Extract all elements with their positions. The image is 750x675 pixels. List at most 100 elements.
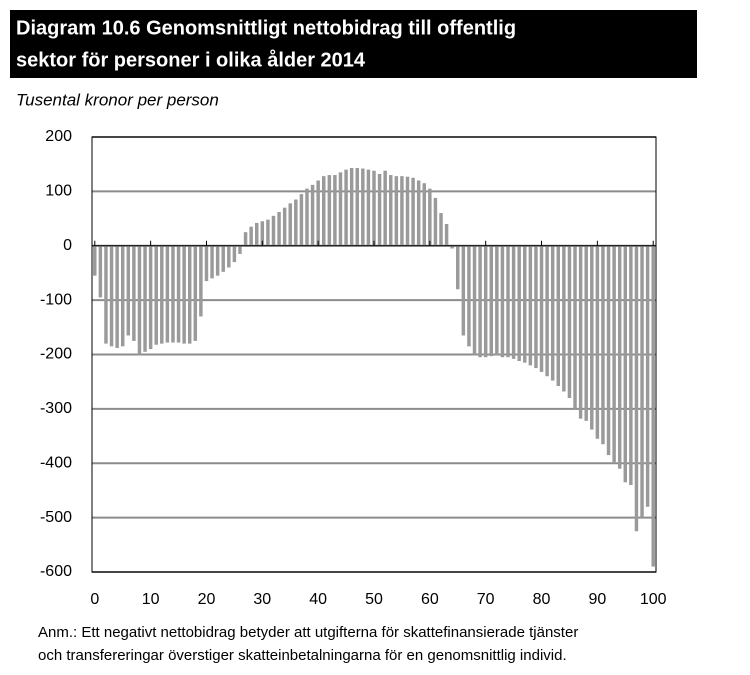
bar xyxy=(456,245,460,290)
bar xyxy=(400,176,404,246)
y-tick-label: 0 xyxy=(63,237,72,254)
y-tick-label: 200 xyxy=(45,128,72,145)
bar xyxy=(344,169,348,246)
bar xyxy=(517,245,521,362)
bar xyxy=(349,167,354,246)
bar xyxy=(511,245,516,359)
x-tick-label: 40 xyxy=(309,591,327,608)
bar xyxy=(333,175,337,246)
bar xyxy=(232,245,237,263)
note: och transfereringar överstiger skatteinb… xyxy=(38,647,567,664)
bar xyxy=(299,194,304,246)
x-tick-label: 70 xyxy=(477,591,495,608)
bar xyxy=(160,245,164,344)
bar xyxy=(573,245,577,409)
bar xyxy=(93,245,97,276)
bar xyxy=(361,168,365,246)
bar xyxy=(187,245,192,344)
bar xyxy=(444,224,449,246)
bar xyxy=(539,245,544,372)
bar xyxy=(634,245,639,532)
bar xyxy=(243,232,248,246)
bar xyxy=(199,245,203,317)
bar xyxy=(249,226,253,246)
bar xyxy=(215,245,220,276)
bar xyxy=(567,245,572,398)
y-tick-label: -200 xyxy=(40,346,72,363)
bar xyxy=(590,245,594,430)
bar xyxy=(109,245,114,347)
bar xyxy=(238,245,242,254)
y-tick-label: -600 xyxy=(40,563,72,580)
bar xyxy=(266,219,270,246)
bar xyxy=(126,245,131,336)
bar xyxy=(461,245,466,336)
bar xyxy=(137,245,142,355)
bar xyxy=(439,213,443,246)
bar xyxy=(612,245,616,463)
bar xyxy=(182,245,186,344)
bar xyxy=(310,184,315,246)
bar xyxy=(601,245,605,445)
bar xyxy=(227,245,231,268)
x-tick-label: 10 xyxy=(142,591,160,608)
bar xyxy=(629,245,633,485)
bar xyxy=(578,245,583,419)
bar xyxy=(411,177,415,246)
y-tick-label: -100 xyxy=(40,291,72,308)
bar xyxy=(120,245,125,347)
bar xyxy=(171,245,175,343)
y-tick-label: -400 xyxy=(40,454,72,471)
bar xyxy=(154,245,158,345)
bar xyxy=(305,188,309,246)
chart-title: Diagram 10.6 Genomsnittligt nettobidrag … xyxy=(16,17,516,39)
bar xyxy=(271,215,276,246)
x-tick-label: 80 xyxy=(533,591,551,608)
bar xyxy=(389,175,393,246)
bar xyxy=(489,245,493,357)
y-tick-label: 100 xyxy=(45,183,72,200)
bar xyxy=(115,245,119,348)
y-tick-label: -500 xyxy=(40,509,72,526)
bar xyxy=(528,245,533,366)
bar xyxy=(562,245,566,392)
chart-title: sektor för personer i olika ålder 2014 xyxy=(16,48,366,71)
x-tick-label: 100 xyxy=(640,591,667,608)
bar xyxy=(606,245,611,456)
bar xyxy=(143,245,147,352)
y-tick-label: -300 xyxy=(40,400,72,417)
bar xyxy=(495,245,499,356)
bar xyxy=(523,245,527,363)
bar xyxy=(428,188,432,246)
x-tick-label: 50 xyxy=(365,591,383,608)
bar xyxy=(294,199,298,246)
bar xyxy=(98,245,103,298)
bar xyxy=(617,245,622,469)
title-box xyxy=(10,10,697,78)
bar xyxy=(366,169,371,246)
bar xyxy=(316,180,320,246)
bar xyxy=(640,245,644,518)
subtitle: Tusental kronor per person xyxy=(16,90,219,109)
bar xyxy=(416,180,421,246)
bar xyxy=(327,175,332,246)
bar xyxy=(383,170,387,246)
bar xyxy=(288,203,292,246)
bar xyxy=(322,176,326,246)
bar xyxy=(282,207,287,246)
bar xyxy=(148,245,153,350)
bar xyxy=(584,245,588,421)
x-tick-label: 30 xyxy=(253,591,271,608)
bar xyxy=(132,245,136,341)
bar xyxy=(506,245,510,358)
bar xyxy=(221,245,225,272)
bar xyxy=(433,197,438,246)
bar xyxy=(338,172,343,246)
bar xyxy=(450,245,454,249)
bar xyxy=(623,245,628,483)
bar xyxy=(478,245,482,358)
bar xyxy=(422,183,426,246)
bar xyxy=(472,245,477,355)
bar xyxy=(372,170,376,246)
bar xyxy=(645,245,650,507)
